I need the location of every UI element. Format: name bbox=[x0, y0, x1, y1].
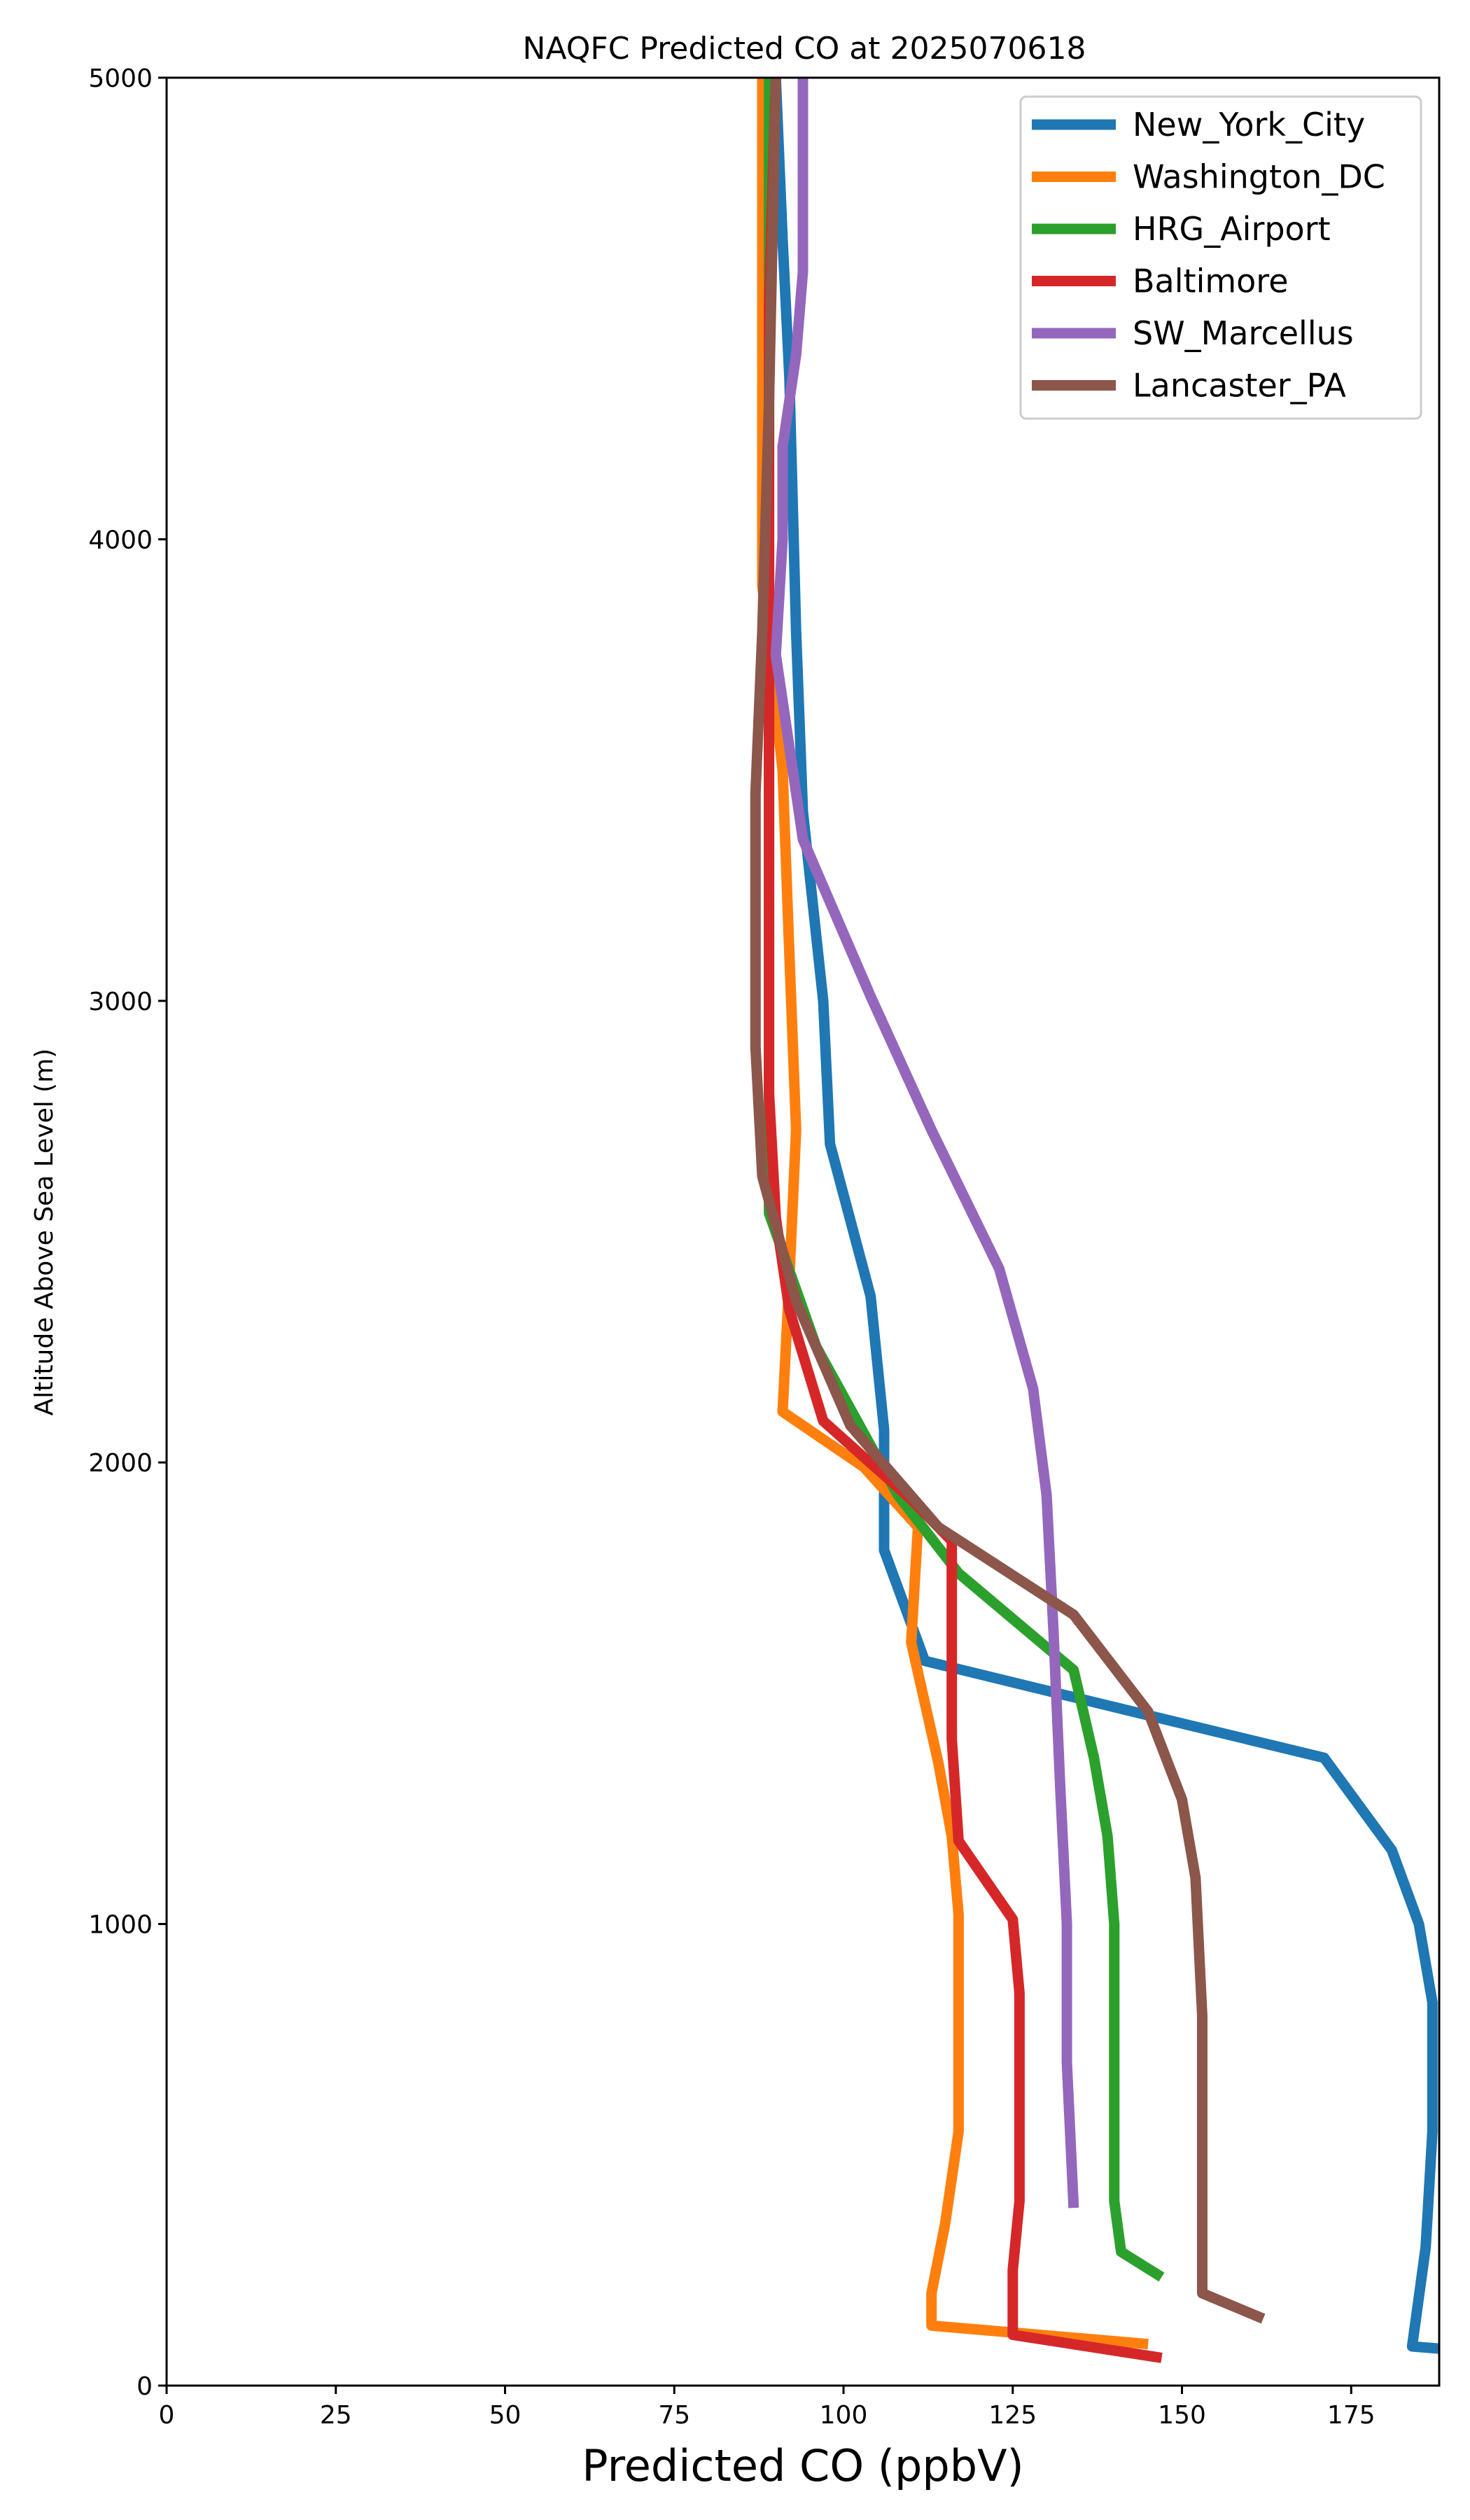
x-tick-label: 100 bbox=[820, 2401, 868, 2430]
legend: New_York_City Washington_DC HRG_Airport Bal… bbox=[1019, 95, 1422, 420]
y-axis: 0 1000 2000 3000 4000 5000 bbox=[88, 64, 167, 2401]
series-line-sw-marcellus bbox=[770, 78, 1079, 2208]
series-line-lancaster-pa bbox=[750, 78, 1266, 2324]
y-tick-label: 0 bbox=[136, 2372, 153, 2401]
y-tick-label: 5000 bbox=[88, 64, 153, 93]
x-axis: 0 25 50 75 100 125 150 175 bbox=[159, 2386, 1376, 2430]
x-tick-label: 0 bbox=[159, 2401, 175, 2430]
y-tick-label: 1000 bbox=[88, 1911, 153, 1940]
y-tick-label: 4000 bbox=[88, 526, 153, 554]
x-tick-label: 50 bbox=[489, 2401, 522, 2430]
x-tick-label: 75 bbox=[658, 2401, 690, 2430]
y-axis-label: Altitude Above Sea Level (m) bbox=[30, 1049, 59, 1416]
legend-box bbox=[1019, 95, 1422, 420]
legend-label: Baltimore bbox=[1133, 262, 1289, 300]
chart-title: NAQFC Predicted CO at 2025070618 bbox=[523, 31, 1086, 66]
x-tick-label: 25 bbox=[320, 2401, 352, 2430]
legend-label: Lancaster_PA bbox=[1133, 367, 1346, 405]
x-axis-label: Predicted CO (ppbV) bbox=[582, 2440, 1023, 2491]
y-tick-label: 3000 bbox=[88, 988, 153, 1016]
legend-label: Washington_DC bbox=[1133, 158, 1385, 196]
x-tick-label: 150 bbox=[1158, 2401, 1206, 2430]
x-tick-label: 175 bbox=[1327, 2401, 1376, 2430]
plot-area-frame bbox=[165, 76, 1441, 2387]
series-line-new-york-city bbox=[770, 78, 1439, 2354]
legend-label: New_York_City bbox=[1133, 106, 1365, 144]
legend-label: HRG_Airport bbox=[1133, 210, 1331, 248]
legend-label: SW_Marcellus bbox=[1133, 314, 1354, 352]
plot-lines bbox=[750, 78, 1439, 2363]
x-tick-label: 125 bbox=[988, 2401, 1037, 2430]
y-tick-label: 2000 bbox=[88, 1449, 153, 1478]
